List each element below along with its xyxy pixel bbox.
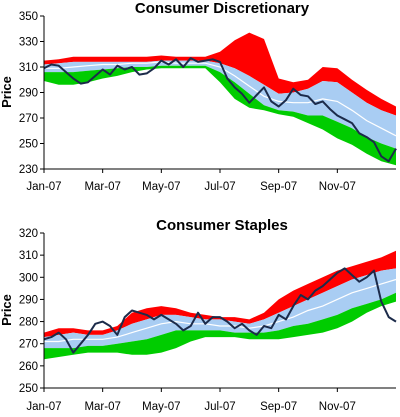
y-tick-label: 250 <box>19 139 38 151</box>
center-line <box>44 278 397 343</box>
x-tick-label: Jul-07 <box>204 401 235 413</box>
chart-title: Consumer Staples <box>156 217 288 234</box>
y-tick-label: 310 <box>19 250 38 262</box>
y-axis-label: Price <box>0 294 14 326</box>
y-tick-label: 310 <box>19 62 38 74</box>
upper-band <box>44 32 396 116</box>
center-line <box>44 61 397 137</box>
y-axis-label: Price <box>0 76 14 108</box>
x-tick-label: Nov-07 <box>319 401 356 413</box>
x-tick-label: Mar-07 <box>84 181 120 193</box>
x-tick-label: Jan-07 <box>26 401 61 413</box>
x-tick-label: May-07 <box>142 401 180 413</box>
y-tick-label: 250 <box>19 383 38 395</box>
chart-title: Consumer Discretionary <box>135 0 310 17</box>
y-tick-label: 350 <box>19 11 38 23</box>
middle-band <box>44 268 396 349</box>
y-tick-label: 270 <box>19 339 38 351</box>
chart-panel-2: 250 260 270 280 290 300 310 320 Jan-07 Mar-07 May-… <box>0 217 397 413</box>
y-tick-label: 320 <box>19 228 38 240</box>
x-tick-label: Sep-07 <box>260 401 297 413</box>
y-tick-label: 260 <box>19 361 38 373</box>
x-tick-label: May-07 <box>142 181 180 193</box>
x-tick-label: Jul-07 <box>204 181 235 193</box>
y-tick-label: 230 <box>19 164 38 176</box>
lower-band <box>44 292 396 360</box>
x-tick-label: Jan-07 <box>26 181 61 193</box>
price-line <box>43 267 397 354</box>
y-tick-label: 290 <box>19 294 38 306</box>
y-tick-label: 290 <box>19 88 38 100</box>
y-tick-label: 280 <box>19 317 38 329</box>
lower-band <box>44 65 396 166</box>
chart-panel-1: 230 250 270 290 310 330 350 Jan-07 Mar-07 May-07 J… <box>0 0 397 193</box>
y-tick-label: 330 <box>19 37 38 49</box>
price-line <box>43 57 397 163</box>
upper-band <box>44 250 396 338</box>
x-tick-label: Sep-07 <box>260 181 297 193</box>
y-tick-label: 300 <box>19 272 38 284</box>
x-tick-label: Nov-07 <box>319 181 356 193</box>
y-tick-label: 270 <box>19 113 38 125</box>
x-tick-label: Mar-07 <box>84 401 120 413</box>
